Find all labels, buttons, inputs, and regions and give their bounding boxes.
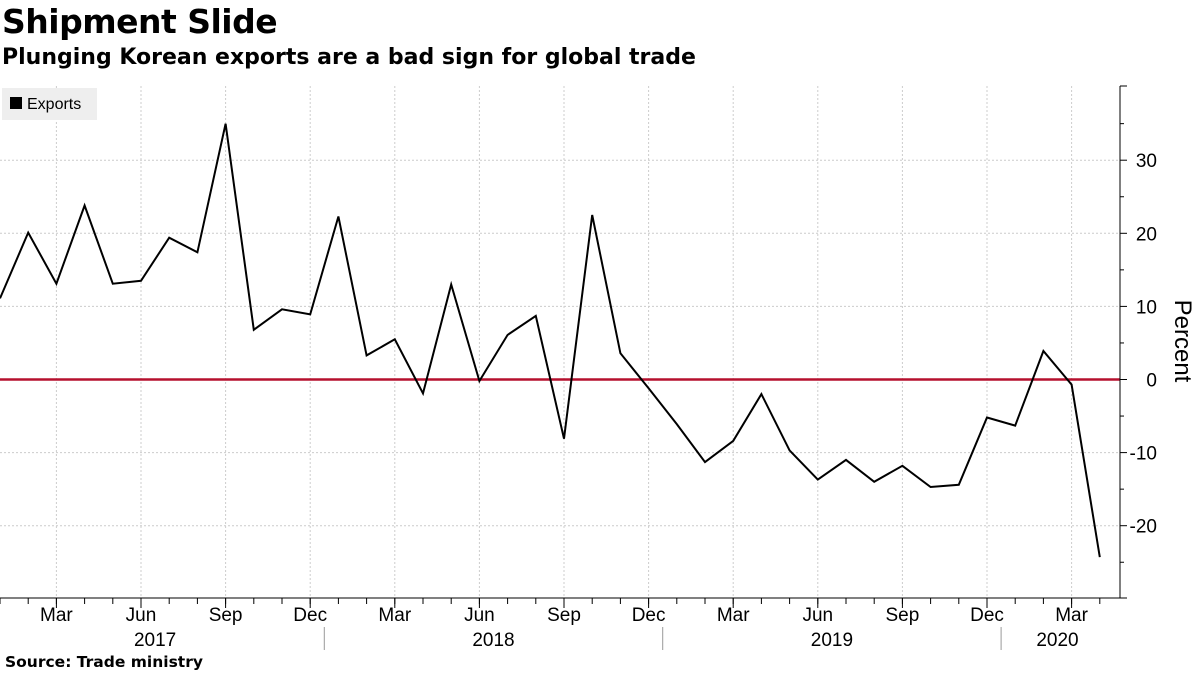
y-axis-label: Percent	[1169, 300, 1196, 383]
chart-subtitle: Plunging Korean exports are a bad sign f…	[2, 45, 696, 70]
y-tick-label: -10	[1130, 444, 1157, 465]
series-layer	[0, 123, 1101, 558]
legend: Exports	[2, 88, 97, 120]
x-tick-label: Jun	[126, 605, 157, 626]
x-tick-label: Jun	[802, 605, 833, 626]
year-label: 2020	[1036, 630, 1078, 651]
y-tick-label: 20	[1136, 224, 1157, 245]
y-tick-label: 10	[1136, 297, 1157, 318]
x-tick-label: Sep	[547, 605, 581, 626]
grid-lines	[0, 86, 1120, 598]
legend-label-exports: Exports	[27, 96, 81, 113]
year-label: 2019	[811, 630, 853, 651]
x-tick-label: Sep	[885, 605, 919, 626]
x-tick-label: Mar	[1055, 605, 1088, 626]
chart-title: Shipment Slide	[2, 2, 278, 41]
x-tick-label: Sep	[209, 605, 243, 626]
year-label: 2018	[472, 630, 514, 651]
y-tick-label: -20	[1130, 517, 1157, 538]
x-tick-label: Mar	[40, 605, 73, 626]
x-tick-label: Mar	[717, 605, 750, 626]
y-tick-label: 0	[1146, 371, 1157, 392]
axes: 30 20 10 0 -10 -20 Mar Jun Sep Dec Mar Jun Sep Dec Mar…	[0, 85, 1157, 651]
x-tick-label: Dec	[970, 605, 1004, 626]
x-tick-label: Jun	[464, 605, 495, 626]
x-tick-label: Dec	[293, 605, 327, 626]
source-note: Source: Trade ministry	[5, 653, 203, 671]
legend-swatch	[10, 97, 22, 109]
y-tick-label: 30	[1136, 151, 1157, 172]
series-line-exports	[0, 123, 1101, 558]
x-tick-label: Mar	[378, 605, 411, 626]
x-tick-label: Dec	[632, 605, 666, 626]
year-label: 2017	[134, 630, 176, 651]
